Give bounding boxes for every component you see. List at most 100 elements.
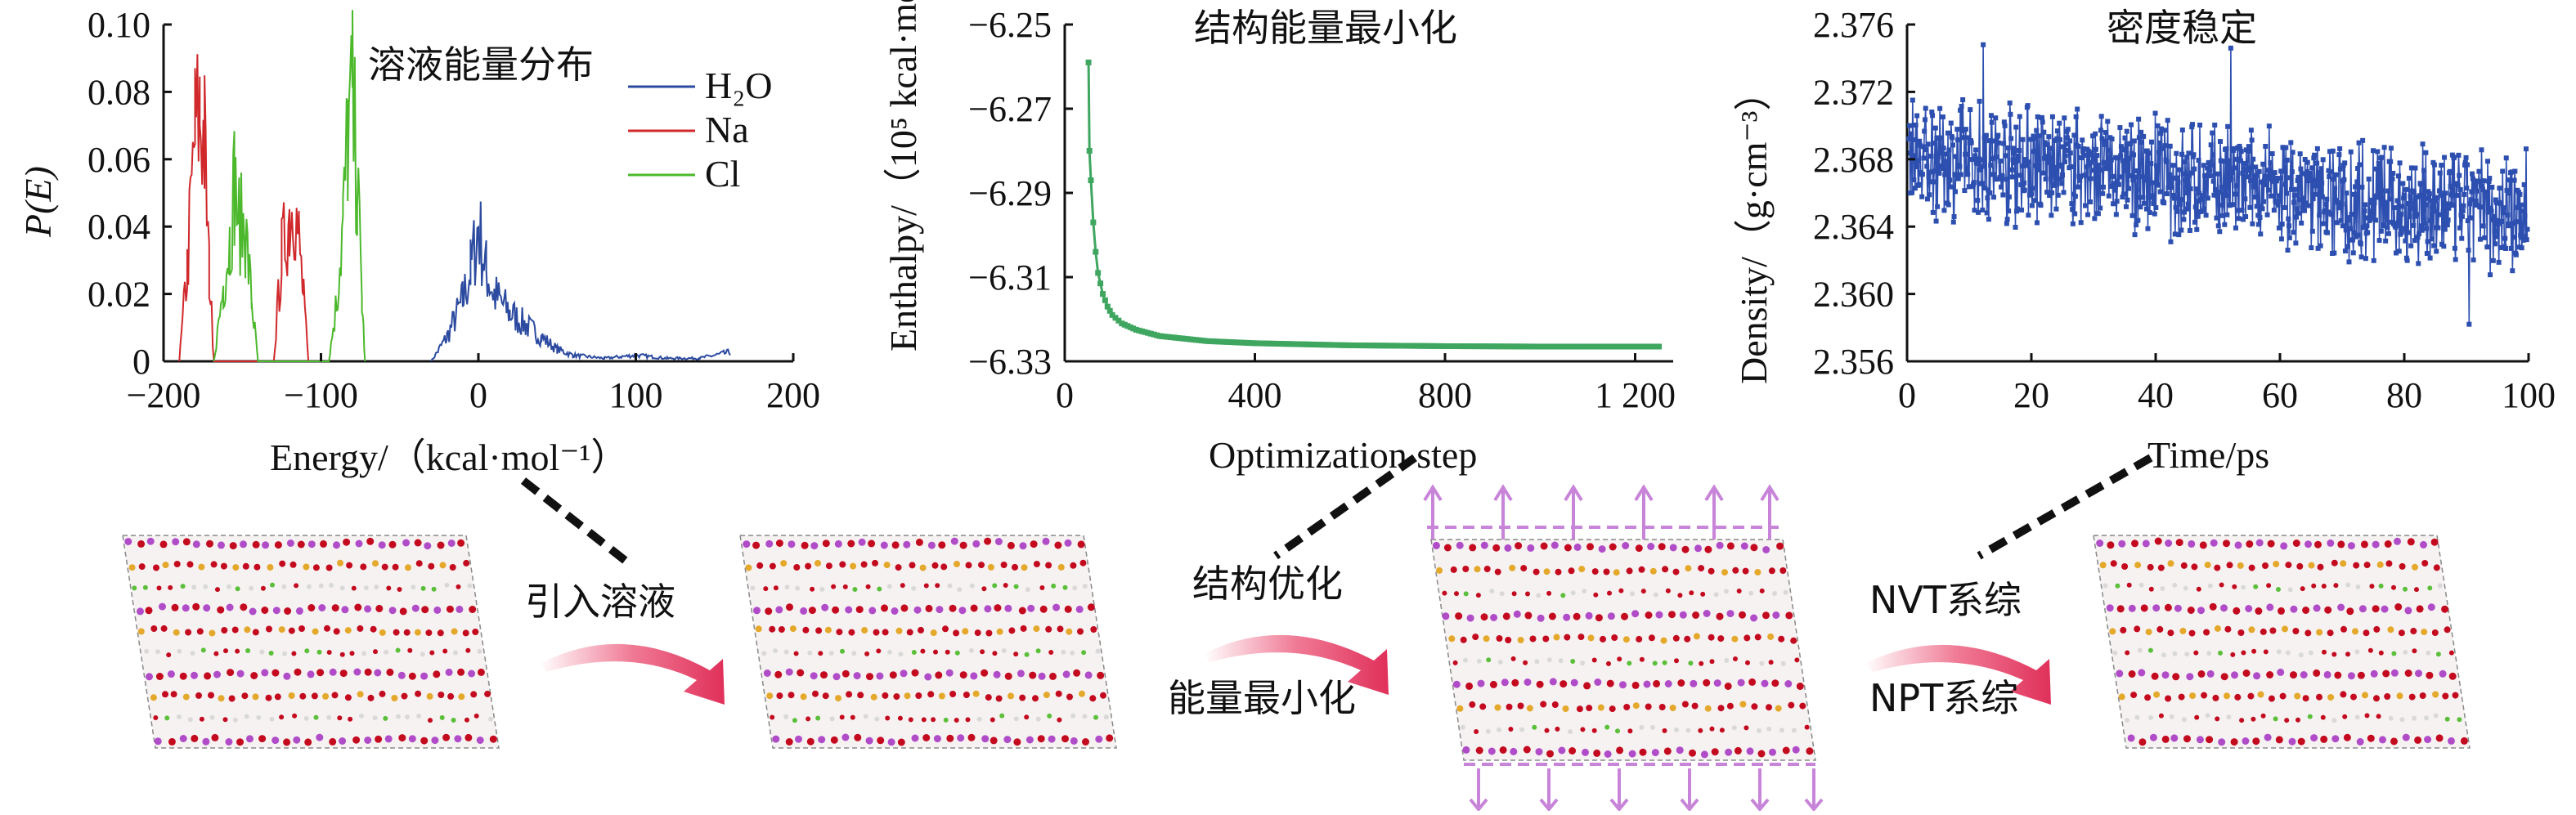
y-tick-label: 2.364: [1813, 207, 1894, 247]
atom: [959, 541, 967, 549]
data-point: [2176, 232, 2182, 238]
arrow-up: [1493, 484, 1513, 540]
data-point: [1341, 342, 1348, 348]
chart-title: 结构能量最小化: [1194, 6, 1457, 50]
data-point: [1653, 343, 1659, 350]
data-point: [1919, 172, 1925, 177]
data-point: [1306, 341, 1313, 347]
atom: [972, 540, 981, 548]
atom: [1042, 537, 1050, 545]
atom: [414, 629, 421, 636]
data-point: [2457, 172, 2462, 178]
atom: [1600, 635, 1606, 643]
data-point: [2224, 212, 2230, 217]
atom: [1627, 661, 1632, 666]
data-point: [2471, 178, 2477, 184]
atom: [1794, 657, 1800, 663]
atom: [186, 561, 194, 568]
atom: [927, 541, 936, 549]
atom: [2412, 563, 2418, 571]
data-point: [1574, 343, 1581, 350]
data-point: [2460, 208, 2466, 213]
data-point: [2341, 177, 2347, 182]
data-point: [2427, 255, 2433, 261]
atom: [1739, 701, 1747, 708]
data-point: [1531, 343, 1537, 350]
data-point: [2271, 208, 2277, 213]
atom: [851, 651, 857, 656]
atom: [2331, 559, 2338, 566]
data-point: [2213, 189, 2219, 195]
data-point: [1298, 341, 1304, 347]
atom: [972, 690, 980, 697]
atom: [1648, 634, 1655, 642]
data-point: [1421, 343, 1428, 349]
atom: [887, 738, 895, 746]
atom: [1480, 541, 1488, 549]
atom: [1546, 750, 1554, 758]
atom: [2394, 537, 2401, 545]
atom: [1593, 749, 1601, 757]
data-point: [1254, 340, 1261, 347]
atom: [337, 559, 343, 566]
atom: [981, 669, 989, 677]
atom: [2327, 629, 2334, 637]
data-point: [2183, 190, 2189, 195]
data-point: [1984, 210, 1990, 216]
data-point: [2180, 171, 2186, 177]
atom: [1087, 603, 1095, 611]
data-point: [2187, 172, 2192, 178]
atom: [954, 718, 959, 723]
atom: [1553, 634, 1560, 641]
data-point: [2033, 163, 2039, 168]
data-point: [2380, 188, 2385, 194]
atom: [236, 669, 245, 678]
atom: [220, 562, 227, 570]
atom: [835, 695, 841, 702]
atom: [2378, 583, 2384, 589]
data-point: [1996, 140, 2002, 146]
data-point: [2034, 220, 2040, 226]
atom: [344, 694, 352, 701]
data-point: [2202, 179, 2208, 185]
data-point: [2083, 203, 2089, 208]
atom: [783, 649, 789, 655]
atom: [898, 652, 904, 657]
atom: [1563, 613, 1571, 621]
atom: [1510, 747, 1518, 755]
x-tick-label: 40: [2138, 375, 2174, 415]
atom: [2242, 669, 2251, 677]
atom: [1655, 611, 1663, 619]
atom: [931, 717, 936, 723]
data-point: [1910, 97, 1915, 103]
data-point: [2239, 208, 2245, 213]
atom: [1662, 566, 1669, 573]
atom: [344, 627, 352, 634]
atom: [765, 607, 773, 616]
atom: [2233, 607, 2241, 615]
atom: [348, 716, 353, 722]
data-point: [2135, 217, 2141, 223]
data-point: [2510, 268, 2515, 274]
data-point: [2383, 202, 2389, 208]
data-point: [1948, 120, 1954, 126]
atom: [1037, 735, 1045, 743]
data-point: [2091, 168, 2097, 173]
atom: [388, 540, 397, 549]
x-tick-label: 0: [1898, 375, 1916, 415]
atom: [2379, 736, 2386, 744]
atom: [1594, 678, 1602, 686]
atom: [2226, 714, 2232, 720]
atom: [265, 694, 272, 701]
data-point: [1935, 154, 1941, 159]
atom: [2276, 649, 2282, 655]
atom: [943, 717, 949, 723]
atom: [388, 607, 397, 615]
atom: [2144, 694, 2152, 701]
data-point: [2032, 198, 2038, 204]
atom: [2121, 563, 2129, 570]
atom: [1477, 679, 1485, 687]
atom: [246, 735, 254, 743]
data-point: [2288, 140, 2294, 146]
atom: [1106, 734, 1114, 742]
